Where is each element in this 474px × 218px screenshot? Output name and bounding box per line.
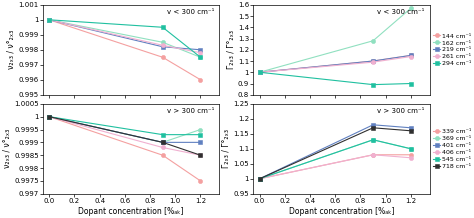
Legend: 144 cm⁻¹, 162 cm⁻¹, 219 cm⁻¹, 261 cm⁻¹, 294 cm⁻¹: 144 cm⁻¹, 162 cm⁻¹, 219 cm⁻¹, 261 cm⁻¹, … [433, 33, 472, 66]
Text: v > 300 cm⁻¹: v > 300 cm⁻¹ [377, 108, 425, 114]
Y-axis label: Γ₂ₓ₃ / Γ°₂ₓ₃: Γ₂ₓ₃ / Γ°₂ₓ₃ [222, 129, 231, 168]
Y-axis label: ν₂ₓ₃ / ν°₂ₓ₃: ν₂ₓ₃ / ν°₂ₓ₃ [7, 30, 16, 69]
Text: v < 300 cm⁻¹: v < 300 cm⁻¹ [377, 9, 425, 15]
Legend: 339 cm⁻¹, 369 cm⁻¹, 401 cm⁻¹, 406 cm⁻¹, 545 cm⁻¹, 718 cm⁻¹: 339 cm⁻¹, 369 cm⁻¹, 401 cm⁻¹, 406 cm⁻¹, … [433, 129, 472, 169]
Y-axis label: Γ₂ₓ₃ / Γ°₂ₓ₃: Γ₂ₓ₃ / Γ°₂ₓ₃ [226, 30, 235, 69]
Text: v < 300 cm⁻¹: v < 300 cm⁻¹ [167, 9, 214, 15]
X-axis label: Dopant concentration [%ₐₖ]: Dopant concentration [%ₐₖ] [289, 207, 394, 216]
X-axis label: Dopant concentration [%ₐₖ]: Dopant concentration [%ₐₖ] [78, 207, 184, 216]
Text: v > 300 cm⁻¹: v > 300 cm⁻¹ [167, 108, 214, 114]
Y-axis label: ν₂ₓ₃ / ν°₂ₓ₃: ν₂ₓ₃ / ν°₂ₓ₃ [2, 129, 11, 169]
